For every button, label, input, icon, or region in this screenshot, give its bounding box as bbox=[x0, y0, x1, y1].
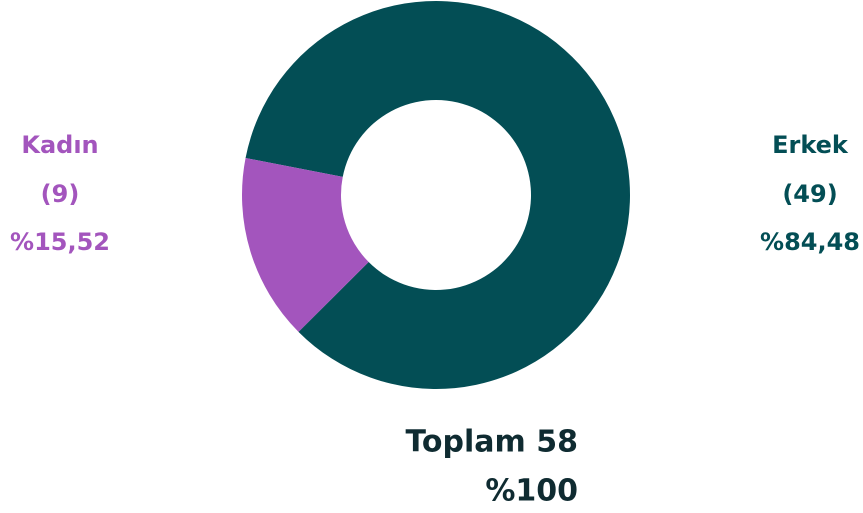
category-label: Kadın bbox=[21, 131, 98, 159]
percent-label: %15,52 bbox=[10, 228, 110, 256]
donut-slice bbox=[245, 1, 630, 390]
value-label: (9) bbox=[41, 180, 80, 208]
total-label: Toplam 58 bbox=[405, 425, 578, 460]
category-label: Erkek bbox=[772, 131, 849, 159]
donut-slice bbox=[242, 157, 369, 332]
value-label: (49) bbox=[782, 180, 837, 208]
total-percent-label: %100 bbox=[485, 474, 578, 509]
percent-label: %84,48 bbox=[760, 228, 860, 256]
